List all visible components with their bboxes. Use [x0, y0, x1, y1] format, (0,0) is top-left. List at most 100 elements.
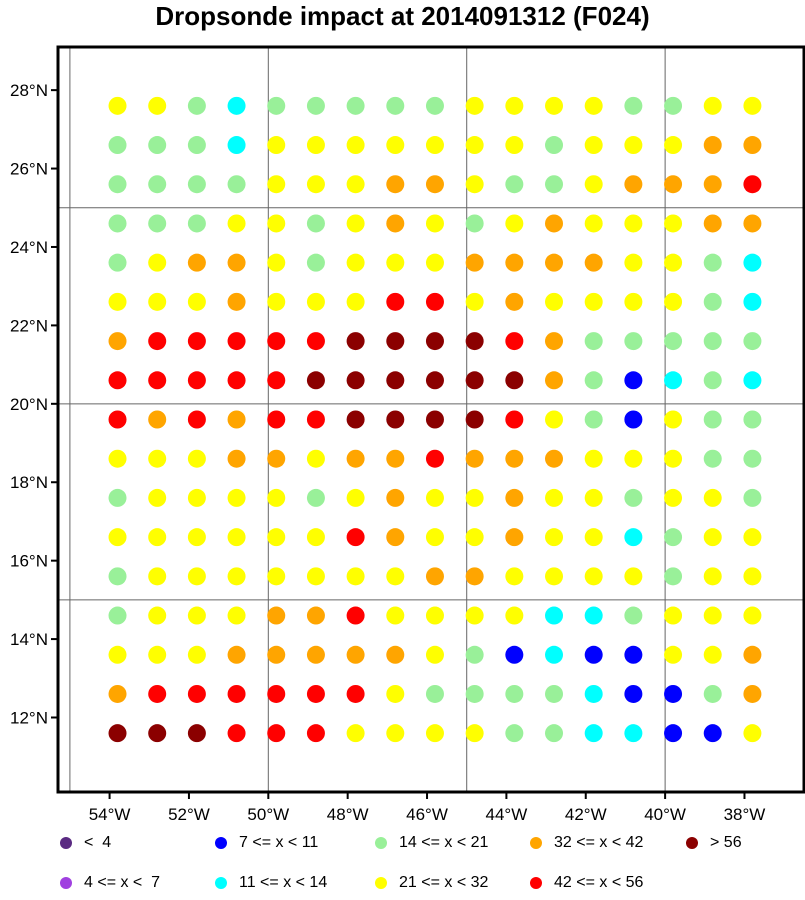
data-point — [743, 645, 762, 664]
data-point — [545, 332, 564, 351]
data-point — [306, 175, 325, 194]
data-point — [703, 528, 722, 547]
data-point — [703, 606, 722, 625]
data-point — [346, 488, 365, 507]
data-point — [505, 253, 524, 272]
chart-title: Dropsonde impact at 2014091312 (F024) — [155, 1, 650, 31]
data-point — [584, 449, 603, 468]
x-tick-label: 50°W — [247, 805, 289, 824]
data-point — [227, 136, 246, 155]
data-point — [187, 606, 206, 625]
data-point — [584, 410, 603, 429]
data-point — [425, 332, 444, 351]
data-point — [545, 410, 564, 429]
data-point — [743, 606, 762, 625]
data-point — [108, 684, 127, 703]
data-point — [703, 96, 722, 115]
data-point — [465, 410, 484, 429]
data-point — [584, 214, 603, 233]
data-point — [346, 96, 365, 115]
data-point — [664, 96, 683, 115]
data-point — [148, 214, 167, 233]
data-point — [108, 606, 127, 625]
data-point — [227, 606, 246, 625]
data-point — [703, 253, 722, 272]
data-point — [703, 488, 722, 507]
data-point — [465, 332, 484, 351]
data-point — [108, 724, 127, 743]
data-point — [584, 567, 603, 586]
data-point — [386, 449, 405, 468]
data-point — [703, 724, 722, 743]
data-point — [306, 371, 325, 390]
data-point — [187, 684, 206, 703]
data-point — [425, 528, 444, 547]
data-point — [306, 332, 325, 351]
data-point — [425, 410, 444, 429]
data-point — [187, 175, 206, 194]
data-point — [624, 684, 643, 703]
data-point — [108, 175, 127, 194]
data-point — [743, 567, 762, 586]
data-point — [386, 332, 405, 351]
data-point — [148, 332, 167, 351]
data-point — [703, 332, 722, 351]
data-point — [664, 684, 683, 703]
data-point — [425, 214, 444, 233]
data-point — [108, 214, 127, 233]
data-point — [148, 96, 167, 115]
data-point — [545, 292, 564, 311]
data-point — [465, 606, 484, 625]
data-point — [187, 371, 206, 390]
data-point — [465, 645, 484, 664]
data-point — [624, 292, 643, 311]
data-point — [505, 96, 524, 115]
data-point — [227, 332, 246, 351]
data-point — [148, 371, 167, 390]
data-point — [148, 488, 167, 507]
data-point — [743, 528, 762, 547]
data-point — [465, 684, 484, 703]
data-point — [187, 567, 206, 586]
data-point — [148, 410, 167, 429]
data-point — [703, 175, 722, 194]
data-point — [187, 449, 206, 468]
data-point — [425, 175, 444, 194]
data-point — [148, 253, 167, 272]
data-point — [267, 175, 286, 194]
data-point — [108, 488, 127, 507]
data-point — [187, 724, 206, 743]
data-point — [346, 410, 365, 429]
data-point — [386, 96, 405, 115]
data-point — [267, 567, 286, 586]
y-tick-label: 28°N — [10, 81, 48, 100]
data-point — [545, 253, 564, 272]
data-point — [624, 528, 643, 547]
data-point — [505, 684, 524, 703]
data-point — [386, 292, 405, 311]
data-point — [505, 371, 524, 390]
data-point — [664, 645, 683, 664]
data-point — [624, 724, 643, 743]
data-point — [505, 488, 524, 507]
data-point — [267, 96, 286, 115]
data-point — [306, 488, 325, 507]
data-point — [664, 292, 683, 311]
data-point — [624, 645, 643, 664]
data-point — [267, 684, 286, 703]
data-point — [108, 292, 127, 311]
data-point — [306, 567, 325, 586]
data-point — [505, 449, 524, 468]
data-point — [743, 292, 762, 311]
data-point — [425, 606, 444, 625]
data-point — [584, 96, 603, 115]
data-point — [743, 175, 762, 194]
data-point — [148, 175, 167, 194]
data-point — [386, 528, 405, 547]
data-point — [703, 136, 722, 155]
data-point — [545, 371, 564, 390]
data-point — [584, 645, 603, 664]
data-point — [664, 214, 683, 233]
data-point — [267, 371, 286, 390]
